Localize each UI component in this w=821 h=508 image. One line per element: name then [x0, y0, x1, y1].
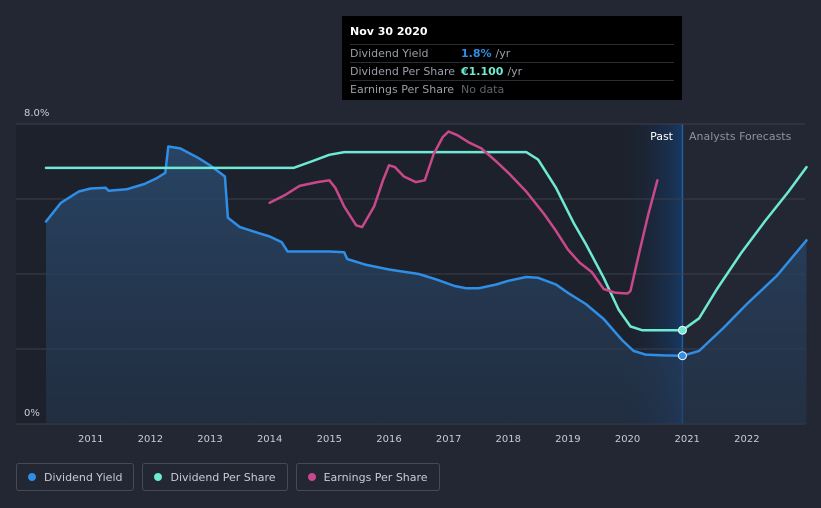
legend-label: Dividend Yield	[44, 470, 123, 484]
tooltip-date: Nov 30 2020	[350, 25, 428, 38]
tooltip-label: Earnings Per Share	[350, 83, 455, 96]
tooltip-label: Dividend Per Share	[350, 65, 456, 78]
tooltip-unit: /yr	[495, 47, 511, 60]
past-label: Past	[650, 130, 674, 143]
forecast-label: Analysts Forecasts	[689, 130, 792, 143]
tooltip-label: Dividend Yield	[350, 47, 429, 60]
x-tick-label: 2017	[436, 434, 461, 445]
x-tick-label: 2013	[197, 434, 222, 445]
x-tick-label: 2016	[376, 434, 401, 445]
tooltip: Nov 30 2020 Dividend Yield 1.8% /yr Divi…	[342, 16, 682, 100]
series-line-earnings-per-share	[268, 130, 659, 295]
series-line-dividend-yield	[44, 145, 808, 358]
tooltip-value: No data	[461, 83, 505, 96]
tooltip-value: 1.8%	[461, 47, 492, 60]
x-tick-label: 2021	[674, 434, 699, 445]
x-tick-label: 2018	[496, 434, 521, 445]
marker-dividend-per-share	[677, 325, 687, 335]
x-tick-label: 2012	[138, 434, 163, 445]
legend-dot-icon	[28, 473, 36, 481]
x-tick-label: 2015	[317, 434, 342, 445]
y-tick-label: 8.0%	[24, 108, 49, 119]
tooltip-value: €1.100	[461, 65, 504, 78]
x-tick-label: 2014	[257, 434, 282, 445]
legend-item-earnings-per-share[interactable]: Earnings Per Share	[295, 463, 440, 491]
legend-item-dividend-yield[interactable]: Dividend Yield	[16, 463, 135, 491]
legend-label: Dividend Per Share	[170, 470, 276, 484]
legend: Dividend Yield Dividend Per Share Earnin…	[16, 463, 440, 491]
series-area-dividend-yield	[46, 146, 807, 424]
legend-item-dividend-per-share[interactable]: Dividend Per Share	[142, 463, 288, 491]
x-tick-label: 2020	[615, 434, 640, 445]
tooltip-row-dividend-per-share: Dividend Per Share €1.100 /yr	[350, 62, 674, 80]
series-line-dividend-per-share	[44, 150, 808, 332]
tooltip-row-dividend-yield: Dividend Yield 1.8% /yr	[350, 44, 674, 62]
y-tick-label: 0%	[24, 408, 40, 419]
marker-dividend-yield	[677, 351, 687, 361]
x-tick-label: 2011	[78, 434, 103, 445]
x-tick-label: 2022	[734, 434, 759, 445]
tooltip-row-earnings-per-share: Earnings Per Share No data	[350, 80, 674, 98]
x-tick-label: 2019	[555, 434, 580, 445]
legend-dot-icon	[307, 473, 316, 481]
legend-label: Earnings Per Share	[323, 470, 428, 484]
tooltip-unit: /yr	[507, 65, 523, 78]
legend-dot-icon	[154, 473, 163, 481]
